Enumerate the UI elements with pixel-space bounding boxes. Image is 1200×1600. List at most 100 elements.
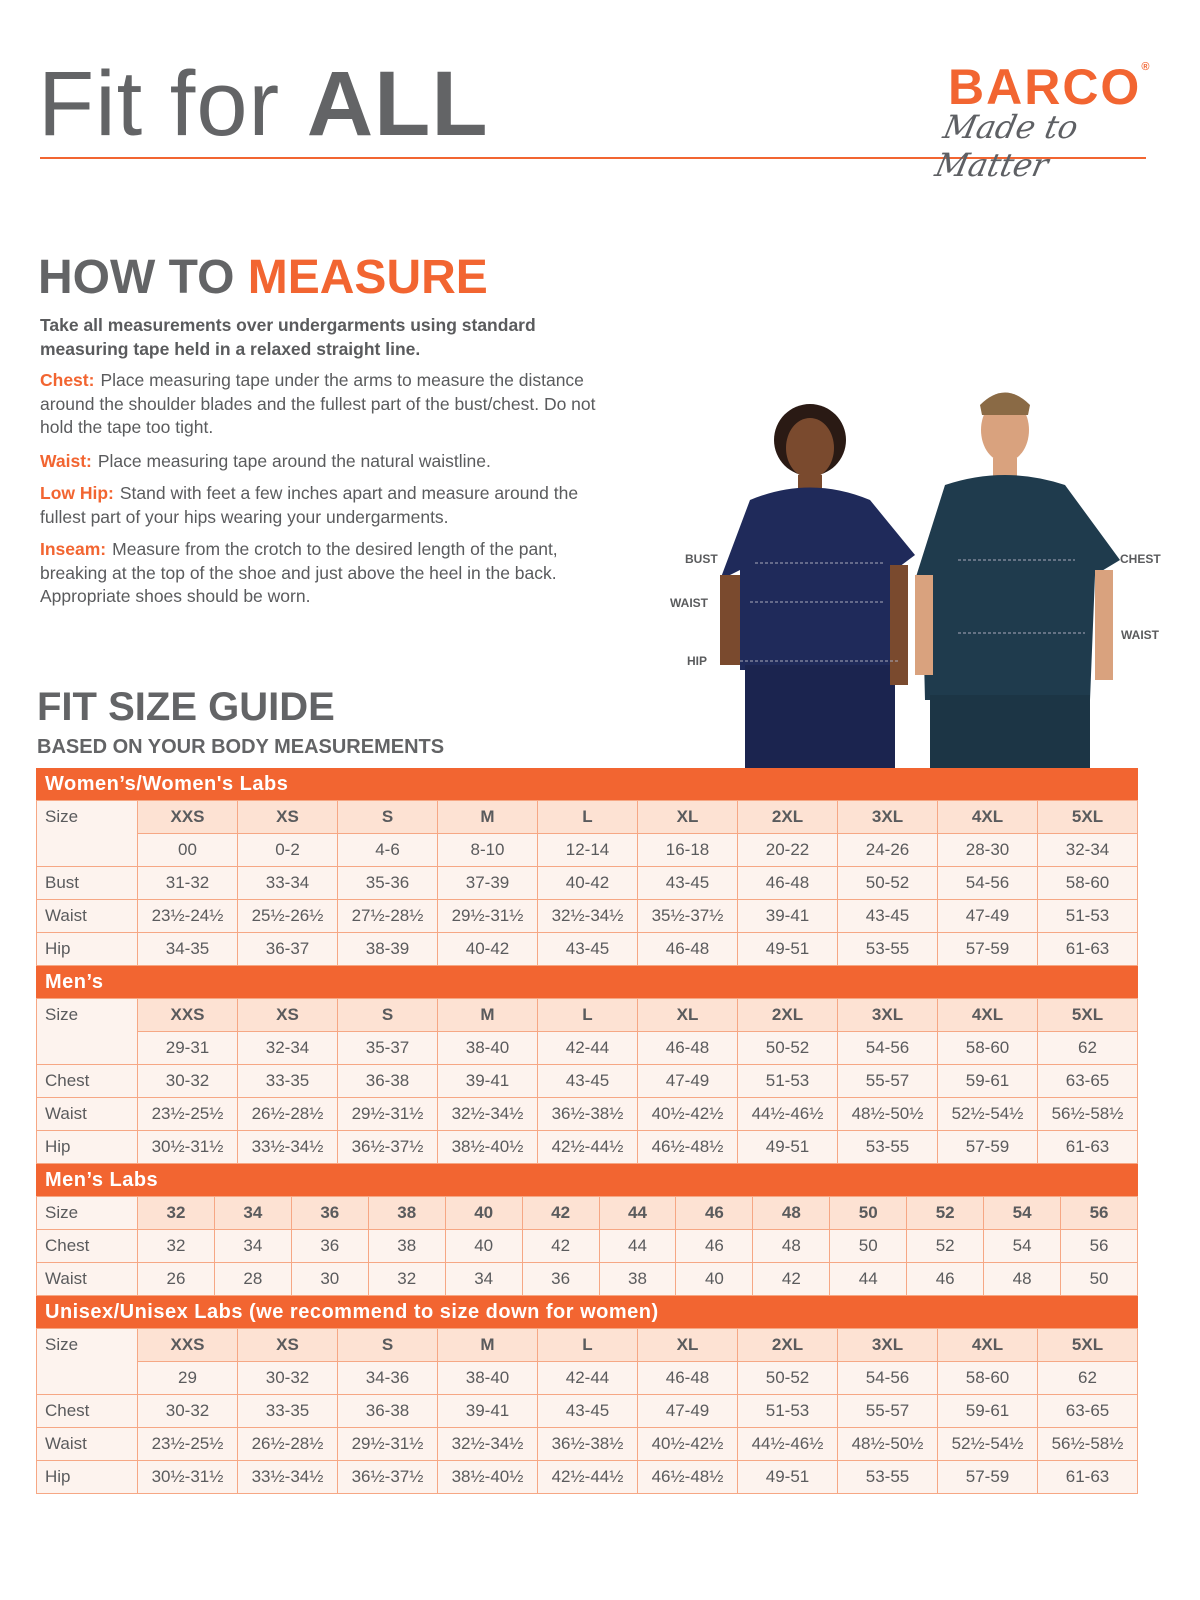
table-cell: 44 — [598, 1229, 677, 1263]
size-row-label: Size — [36, 800, 138, 867]
table-cell: 39-41 — [737, 899, 838, 933]
table-cell: 44½-46½ — [737, 1427, 838, 1461]
instruction-key: Waist: — [40, 451, 92, 471]
size-header-row: Size XXS XS S M L XL 2XL 3XL 4XL 5XL — [36, 1328, 1138, 1395]
table-cell: 34 — [444, 1262, 523, 1296]
low-hip-instruction: Low Hip: Stand with feet a few inches apa… — [40, 482, 610, 529]
table-cell: 57-59 — [937, 1460, 1038, 1494]
size-header-cell: 2XL — [737, 800, 838, 834]
table-cell: 36 — [521, 1262, 600, 1296]
numeric-size-cell: 46-48 — [637, 1361, 738, 1395]
table-row: Hip 30½-31½ 33½-34½ 36½-37½ 38½-40½ 42½-44½ 46… — [36, 1460, 1138, 1494]
women-waist-label: WAIST — [670, 596, 708, 610]
table-cell: 51-53 — [737, 1394, 838, 1428]
instruction-text: Place measuring tape under the arms to m… — [40, 370, 596, 437]
table-cell: 40½-42½ — [637, 1427, 738, 1461]
table-cell: 32½-34½ — [437, 1097, 538, 1131]
measure-intro: Take all measurements over undergarments… — [40, 315, 536, 359]
numeric-size-cell: 62 — [1037, 1031, 1138, 1065]
table-section-title: Women’s/Women's Labs — [36, 768, 1138, 800]
size-header-cell: 42 — [521, 1196, 600, 1230]
table-cell: 43-45 — [537, 1394, 638, 1428]
table-cell: 47-49 — [637, 1064, 738, 1098]
size-header-cell: 48 — [752, 1196, 831, 1230]
table-cell: 42½-44½ — [537, 1460, 638, 1494]
numeric-size-cell: 16-18 — [637, 833, 738, 867]
table-cell: 56½-58½ — [1037, 1097, 1138, 1131]
table-cell: 57-59 — [937, 932, 1038, 966]
numeric-size-cell: 29 — [137, 1361, 238, 1395]
table-cell: 55-57 — [837, 1394, 938, 1428]
numeric-size-cell: 12-14 — [537, 833, 638, 867]
table-cell: 23½-25½ — [137, 1427, 238, 1461]
size-header-cell: 34 — [213, 1196, 292, 1230]
size-row-label: Size — [36, 1328, 138, 1395]
table-cell: 46 — [906, 1262, 985, 1296]
table-cell: 50 — [1060, 1262, 1138, 1296]
table-cell: 36 — [290, 1229, 369, 1263]
size-header-cell: 32 — [137, 1196, 215, 1230]
title-light: Fit for — [38, 53, 307, 155]
numeric-size-cell: 50-52 — [737, 1361, 838, 1395]
models-illustration — [720, 392, 1120, 768]
table-cell: 32½-34½ — [537, 899, 638, 933]
table-cell: 46½-48½ — [637, 1460, 738, 1494]
instruction-text: Stand with feet a few inches apart and m… — [40, 483, 579, 527]
table-cell: 42 — [521, 1229, 600, 1263]
size-header-cell: XXS — [137, 998, 238, 1032]
table-cell: 57-59 — [937, 1130, 1038, 1164]
size-header-cell: 52 — [906, 1196, 985, 1230]
numeric-size-row: 29 30-32 34-36 38-40 42-44 46-48 50-52 54-56 58-… — [37, 1361, 1138, 1395]
row-label: Chest — [36, 1064, 138, 1098]
measure-lines — [740, 559, 1085, 662]
hip-label: HIP — [687, 654, 708, 668]
size-header-cell: XL — [637, 998, 738, 1032]
table-cell: 58-60 — [1037, 866, 1138, 900]
table-cell: 36-37 — [237, 932, 338, 966]
size-header-cell: 4XL — [937, 1328, 1038, 1362]
table-cell: 26½-28½ — [237, 1427, 338, 1461]
table-cell: 29½-31½ — [337, 1427, 438, 1461]
page-title: Fit for ALL — [38, 58, 489, 150]
size-header-cell: XS — [237, 1328, 338, 1362]
table-cell: 40-42 — [437, 932, 538, 966]
table-cell: 43-45 — [537, 1064, 638, 1098]
table-cell: 33-35 — [237, 1064, 338, 1098]
row-label: Chest — [36, 1229, 138, 1263]
table-cell: 39-41 — [437, 1064, 538, 1098]
size-header-cell: 4XL — [937, 998, 1038, 1032]
size-header-row: Size 32 34 36 38 40 42 44 46 48 50 52 54 56 — [36, 1196, 1138, 1230]
table-cell: 36-38 — [337, 1064, 438, 1098]
numeric-size-cell: 24-26 — [837, 833, 938, 867]
table-cell: 35-36 — [337, 866, 438, 900]
waist-instruction: Waist: Place measuring tape around the na… — [40, 450, 610, 474]
table-cell: 38 — [367, 1229, 446, 1263]
numeric-size-cell: 32-34 — [237, 1031, 338, 1065]
table-cell: 27½-28½ — [337, 899, 438, 933]
numeric-size-cell: 32-34 — [1037, 833, 1138, 867]
table-cell: 43-45 — [837, 899, 938, 933]
numeric-size-cell: 20-22 — [737, 833, 838, 867]
size-header-cell: 3XL — [837, 800, 938, 834]
table-cell: 32 — [367, 1262, 446, 1296]
table-cell: 55-57 — [837, 1064, 938, 1098]
table-cell: 42½-44½ — [537, 1130, 638, 1164]
size-header-cell: S — [337, 1328, 438, 1362]
table-cell: 43-45 — [537, 932, 638, 966]
numeric-size-cell: 4-6 — [337, 833, 438, 867]
bust-label: BUST — [685, 552, 718, 566]
table-cell: 47-49 — [937, 899, 1038, 933]
row-label: Waist — [36, 1262, 138, 1296]
table-cell: 36-38 — [337, 1394, 438, 1428]
size-header-cell: S — [337, 998, 438, 1032]
numeric-size-row: 00 0-2 4-6 8-10 12-14 16-18 20-22 24-26 28-30 32-… — [37, 833, 1138, 867]
table-cell: 48½-50½ — [837, 1427, 938, 1461]
men-waist-label: WAIST — [1121, 628, 1159, 642]
table-cell: 40-42 — [537, 866, 638, 900]
size-header-cell: 56 — [1060, 1196, 1138, 1230]
table-cell: 63-65 — [1037, 1394, 1138, 1428]
table-cell: 38½-40½ — [437, 1460, 538, 1494]
numeric-size-row: 29-31 32-34 35-37 38-40 42-44 46-48 50-52 54-56… — [37, 1031, 1138, 1065]
chest-instruction: Chest: Place measuring tape under the arm… — [40, 369, 610, 440]
size-header-cell: 2XL — [737, 998, 838, 1032]
